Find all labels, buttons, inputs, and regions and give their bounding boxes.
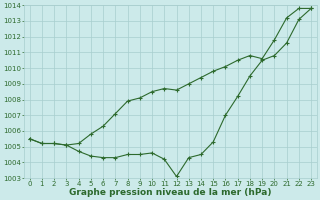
X-axis label: Graphe pression niveau de la mer (hPa): Graphe pression niveau de la mer (hPa) (69, 188, 272, 197)
